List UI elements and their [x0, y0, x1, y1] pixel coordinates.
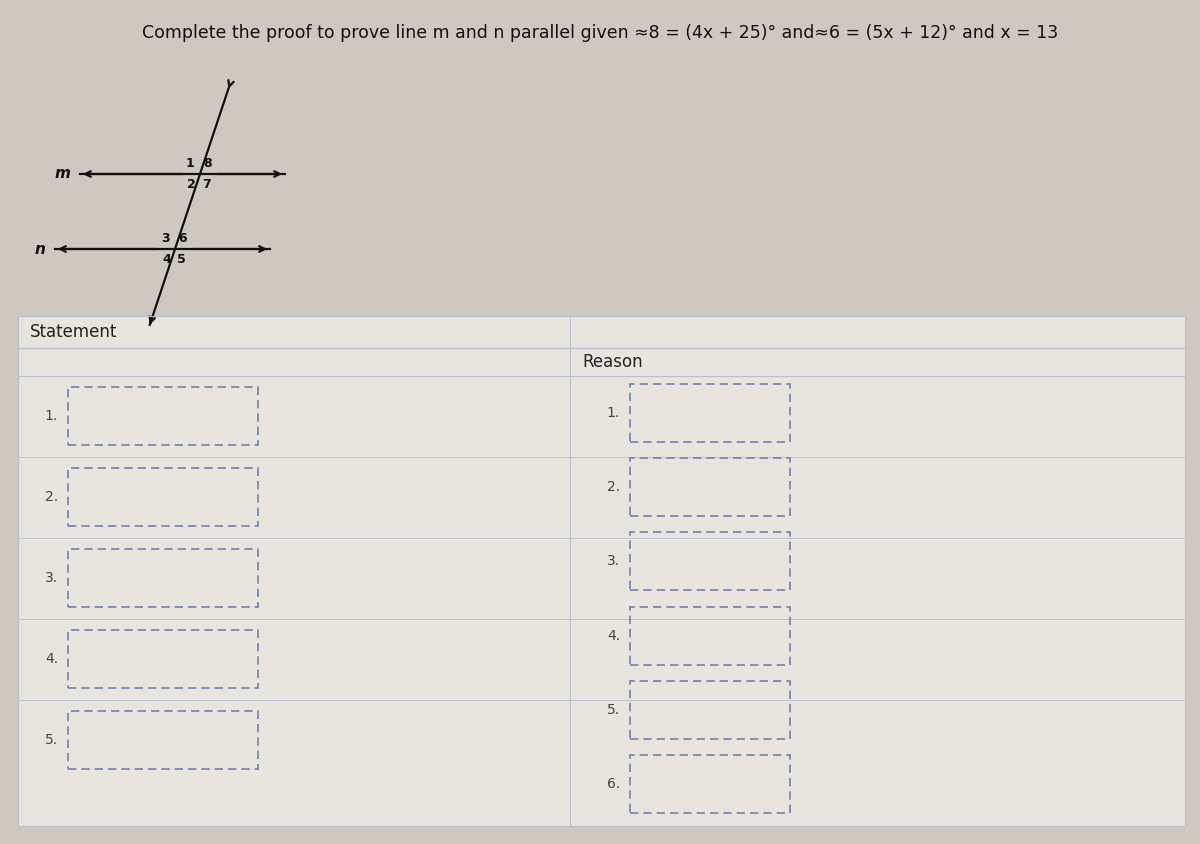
Bar — [18, 316, 1186, 826]
Text: m: m — [54, 166, 70, 181]
Bar — [68, 630, 258, 688]
Text: 3.: 3. — [607, 555, 620, 568]
Bar — [68, 711, 258, 769]
Text: 4.: 4. — [44, 652, 58, 666]
Text: 2.: 2. — [607, 480, 620, 495]
Text: 7: 7 — [202, 178, 211, 191]
Bar — [630, 458, 790, 517]
Text: Reason: Reason — [582, 353, 643, 371]
Text: 8: 8 — [203, 157, 211, 170]
Bar — [630, 681, 790, 738]
Text: 3.: 3. — [44, 571, 58, 585]
Bar — [68, 387, 258, 446]
Text: 4: 4 — [162, 253, 172, 266]
Text: 5.: 5. — [607, 703, 620, 717]
Bar — [68, 468, 258, 527]
Text: 1.: 1. — [44, 409, 58, 424]
Text: 6.: 6. — [607, 777, 620, 791]
Text: 1.: 1. — [607, 406, 620, 420]
Text: 2: 2 — [187, 178, 196, 191]
Text: 4.: 4. — [607, 629, 620, 642]
Text: 5.: 5. — [44, 733, 58, 747]
Bar — [630, 755, 790, 813]
Text: Statement: Statement — [30, 323, 118, 341]
Bar — [630, 533, 790, 591]
Bar — [68, 549, 258, 608]
Bar — [18, 316, 1186, 826]
Text: 5: 5 — [178, 253, 186, 266]
Text: Complete the proof to prove line m and n parallel given ≈8 = (4x + 25)° and≈6 = : Complete the proof to prove line m and n… — [142, 24, 1058, 42]
Text: 3: 3 — [161, 232, 170, 245]
Text: 6: 6 — [178, 232, 187, 245]
Bar — [630, 384, 790, 442]
Text: 1: 1 — [185, 157, 194, 170]
Bar — [630, 607, 790, 664]
Text: 2.: 2. — [44, 490, 58, 505]
Text: n: n — [34, 241, 46, 257]
